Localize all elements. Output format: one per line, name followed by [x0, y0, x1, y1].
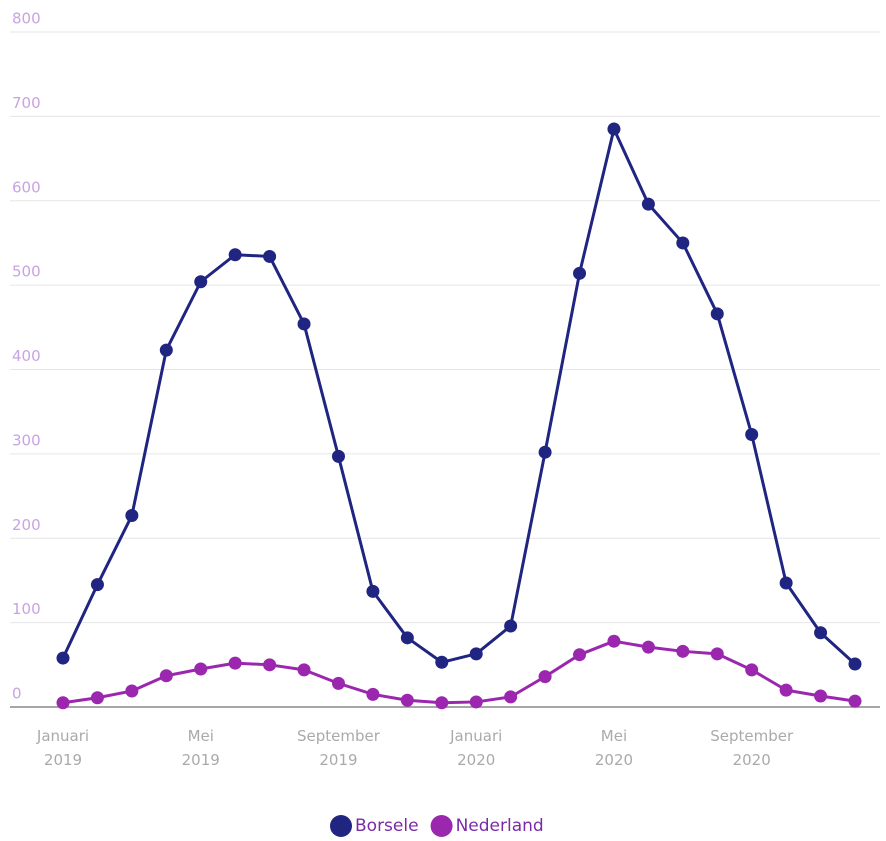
data-point: [366, 687, 380, 701]
x-tick-label: Januari 2020: [449, 727, 502, 769]
data-point: [848, 657, 862, 671]
x-tick-label: Mei 2020: [595, 727, 633, 769]
x-tick-label: September 2019: [297, 727, 381, 769]
data-point: [814, 626, 828, 640]
data-point: [56, 696, 70, 710]
data-point: [848, 694, 862, 708]
data-point: [573, 266, 587, 280]
data-point: [469, 647, 483, 661]
series-line: [61, 127, 857, 666]
data-point: [504, 619, 518, 633]
x-tick-label: September 2020: [710, 727, 794, 769]
data-point: [194, 662, 208, 676]
data-point: [504, 690, 518, 704]
data-point: [435, 696, 449, 710]
data-point: [745, 663, 759, 677]
data-point: [228, 656, 242, 670]
data-point: [538, 445, 552, 459]
series-line: [62, 639, 856, 705]
data-point: [435, 655, 449, 669]
data-point: [331, 676, 345, 690]
data-point: [607, 122, 621, 136]
data-point: [745, 427, 759, 441]
data-point: [263, 658, 277, 672]
x-tick-label: Mei 2019: [182, 727, 220, 769]
y-tick-label: 0: [12, 685, 22, 703]
data-point: [573, 648, 587, 662]
x-tick-label: Januari 2019: [36, 727, 89, 769]
y-tick-label: 200: [12, 516, 41, 534]
data-point: [159, 669, 173, 683]
data-point: [400, 693, 414, 707]
data-point: [90, 691, 104, 705]
y-tick-label: 600: [12, 178, 41, 196]
data-point: [297, 317, 311, 331]
data-point: [710, 647, 724, 661]
data-point: [641, 640, 655, 654]
data-point: [125, 684, 139, 698]
y-tick-label: 100: [12, 600, 41, 618]
legend-label: Borsele: [355, 816, 419, 836]
data-point: [263, 249, 277, 263]
data-point: [779, 683, 793, 697]
y-tick-label: 500: [12, 263, 41, 281]
data-point: [400, 631, 414, 645]
legend-marker: [330, 815, 352, 837]
y-tick-label: 400: [12, 347, 41, 365]
data-point: [814, 689, 828, 703]
data-point: [607, 634, 621, 648]
data-point: [90, 578, 104, 592]
legend-marker: [430, 815, 453, 837]
data-point: [125, 508, 139, 522]
data-point: [676, 644, 690, 658]
y-tick-label: 300: [12, 431, 41, 449]
data-point: [641, 197, 655, 211]
data-point: [779, 576, 793, 590]
data-point: [194, 275, 208, 289]
data-point: [469, 695, 483, 709]
y-tick-label: 800: [12, 10, 41, 28]
data-point: [56, 651, 70, 665]
legend-label: Nederland: [456, 816, 544, 836]
data-point: [331, 449, 345, 463]
data-point: [228, 248, 242, 262]
data-point: [297, 663, 311, 677]
y-tick-label: 700: [12, 94, 41, 112]
data-point: [159, 343, 173, 357]
data-point: [710, 307, 724, 321]
data-point: [676, 236, 690, 250]
data-point: [538, 670, 552, 684]
data-point: [366, 584, 380, 598]
